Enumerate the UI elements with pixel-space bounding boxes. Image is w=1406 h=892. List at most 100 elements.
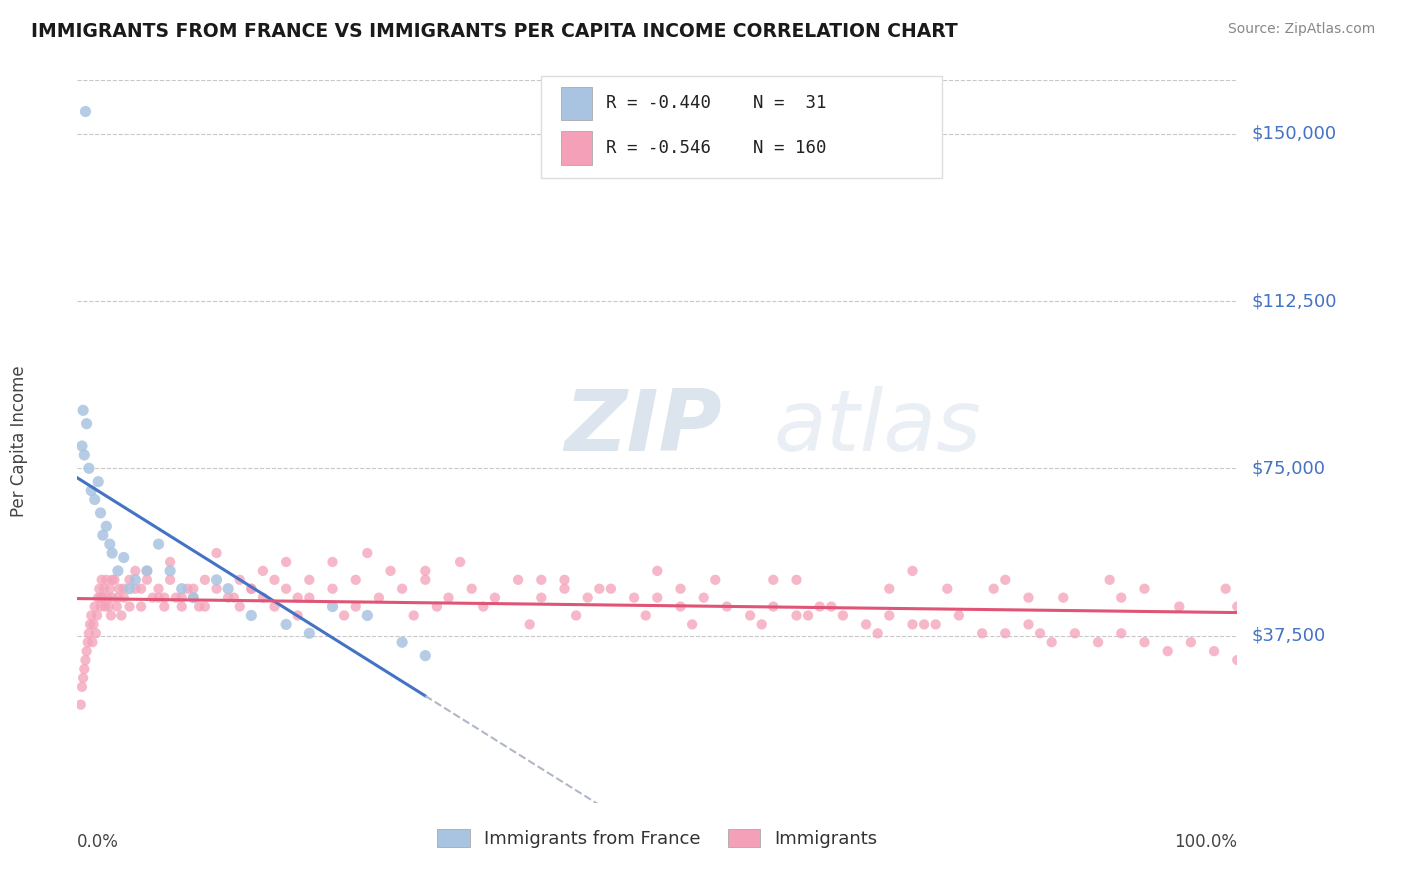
Point bbox=[228, 599, 252, 614]
Text: atlas: atlas bbox=[773, 385, 981, 468]
Point bbox=[808, 599, 831, 614]
Point bbox=[344, 573, 367, 587]
Point bbox=[449, 555, 471, 569]
Point bbox=[901, 617, 924, 632]
Text: 100.0%: 100.0% bbox=[1174, 833, 1237, 851]
Point bbox=[565, 608, 588, 623]
Point bbox=[693, 591, 716, 605]
Point bbox=[276, 582, 298, 596]
Point bbox=[129, 599, 152, 614]
Point bbox=[530, 591, 553, 605]
Point bbox=[89, 582, 111, 596]
Point bbox=[402, 608, 425, 623]
Text: $75,000: $75,000 bbox=[1251, 459, 1326, 477]
Point bbox=[1215, 582, 1237, 596]
Point bbox=[344, 599, 367, 614]
Text: Source: ZipAtlas.com: Source: ZipAtlas.com bbox=[1227, 22, 1375, 37]
Point bbox=[170, 582, 193, 596]
Point bbox=[96, 573, 118, 587]
Point bbox=[877, 608, 901, 623]
Point bbox=[118, 573, 141, 587]
Point bbox=[1202, 644, 1225, 658]
Point bbox=[76, 635, 98, 649]
Point bbox=[751, 617, 773, 632]
Point bbox=[983, 582, 1005, 596]
Point bbox=[669, 582, 692, 596]
Text: ZIP: ZIP bbox=[565, 385, 723, 468]
Point bbox=[1040, 635, 1063, 649]
Point bbox=[972, 626, 994, 640]
Text: R = -0.546    N = 160: R = -0.546 N = 160 bbox=[606, 139, 827, 157]
Point bbox=[124, 573, 146, 587]
Point bbox=[165, 591, 187, 605]
Point bbox=[183, 591, 205, 605]
Point bbox=[205, 582, 228, 596]
Point bbox=[205, 573, 228, 587]
Point bbox=[413, 564, 436, 578]
Point bbox=[484, 591, 506, 605]
Point bbox=[84, 626, 107, 640]
Point bbox=[576, 591, 599, 605]
Point bbox=[97, 599, 120, 614]
Point bbox=[101, 573, 124, 587]
Point bbox=[333, 608, 356, 623]
Point bbox=[716, 599, 738, 614]
Point bbox=[79, 617, 101, 632]
Point bbox=[217, 591, 239, 605]
Point bbox=[936, 582, 959, 596]
Point bbox=[321, 555, 344, 569]
Point bbox=[75, 653, 97, 667]
Point bbox=[877, 582, 901, 596]
Point bbox=[948, 608, 970, 623]
Point bbox=[1133, 582, 1156, 596]
Point bbox=[1168, 599, 1191, 614]
Point bbox=[118, 599, 141, 614]
Point bbox=[276, 555, 298, 569]
Point bbox=[100, 608, 122, 623]
Point bbox=[70, 680, 93, 694]
Point bbox=[83, 492, 105, 507]
Point bbox=[183, 591, 205, 605]
Point bbox=[124, 582, 146, 596]
Point bbox=[1018, 591, 1040, 605]
Point bbox=[70, 439, 93, 453]
Point bbox=[519, 617, 541, 632]
Point bbox=[391, 635, 413, 649]
Point bbox=[101, 546, 124, 560]
Point bbox=[93, 582, 115, 596]
Point bbox=[1052, 591, 1074, 605]
Point bbox=[136, 564, 159, 578]
Point bbox=[205, 546, 228, 560]
Point bbox=[554, 582, 576, 596]
Point bbox=[832, 608, 855, 623]
Point bbox=[298, 591, 321, 605]
Point bbox=[76, 644, 98, 658]
Point bbox=[72, 403, 94, 417]
Point bbox=[73, 662, 96, 676]
Point bbox=[252, 591, 274, 605]
Point bbox=[1098, 573, 1121, 587]
Point bbox=[1111, 626, 1133, 640]
Point bbox=[855, 617, 877, 632]
Point bbox=[105, 599, 128, 614]
Point bbox=[80, 483, 103, 498]
Text: $112,500: $112,500 bbox=[1251, 292, 1337, 310]
Point bbox=[252, 564, 274, 578]
Point bbox=[77, 461, 100, 475]
Point bbox=[786, 608, 808, 623]
Point bbox=[669, 599, 692, 614]
Point bbox=[86, 608, 108, 623]
Point bbox=[623, 591, 645, 605]
Point bbox=[797, 608, 820, 623]
Point bbox=[1018, 617, 1040, 632]
Point bbox=[461, 582, 484, 596]
Point bbox=[90, 506, 111, 520]
Point bbox=[69, 698, 91, 712]
Point bbox=[994, 626, 1017, 640]
Point bbox=[600, 582, 623, 596]
Point bbox=[321, 599, 344, 614]
Point bbox=[148, 537, 170, 551]
Point bbox=[588, 582, 610, 596]
Point bbox=[76, 417, 98, 431]
Point bbox=[98, 537, 121, 551]
